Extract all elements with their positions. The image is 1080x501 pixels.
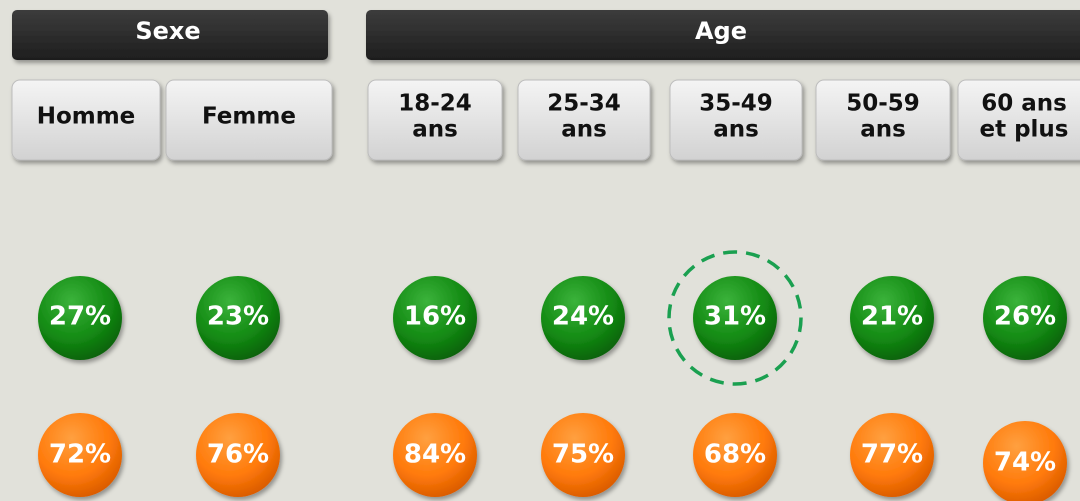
green-dot [38,276,122,360]
column-label: et plus [979,117,1068,143]
green-dot [983,276,1067,360]
column-button [669,79,803,161]
column-label: ans [713,117,759,143]
orange-dot [38,413,122,497]
column-label: 25-34 [547,91,621,117]
header-bar [366,10,1080,60]
highlight-ring [667,250,803,386]
orange-value: 77% [861,440,923,470]
green-value: 27% [49,302,111,332]
column-button [957,79,1080,161]
green-dot [850,276,934,360]
green-value: 24% [552,302,614,332]
column-label: ans [412,117,458,143]
orange-dot [196,413,280,497]
column-label: 18-24 [398,91,472,117]
column-label: ans [860,117,906,143]
column-label: 35-49 [699,91,773,117]
green-dot [693,276,777,360]
orange-dot [693,413,777,497]
orange-value: 84% [404,440,466,470]
orange-value: 68% [704,440,766,470]
green-dot [393,276,477,360]
column-button [165,79,333,161]
header-title: Age [695,17,747,45]
green-value: 23% [207,302,269,332]
column-label: 50-59 [846,91,920,117]
orange-dot [393,413,477,497]
orange-value: 74% [994,448,1056,478]
column-label: ans [561,117,607,143]
header-title: Sexe [135,17,200,45]
green-dot [196,276,280,360]
column-button [815,79,951,161]
green-dot [541,276,625,360]
green-value: 31% [704,302,766,332]
column-label: Homme [37,104,136,130]
orange-dot [983,421,1067,501]
orange-value: 75% [552,440,614,470]
column-button [11,79,161,161]
orange-value: 76% [207,440,269,470]
orange-dot [850,413,934,497]
column-button [367,79,503,161]
column-label: 60 ans [981,91,1067,117]
column-button [517,79,651,161]
orange-dot [541,413,625,497]
column-label: Femme [202,104,296,130]
green-value: 21% [861,302,923,332]
header-bar [12,10,328,60]
green-value: 16% [404,302,466,332]
green-value: 26% [994,302,1056,332]
orange-value: 72% [49,440,111,470]
